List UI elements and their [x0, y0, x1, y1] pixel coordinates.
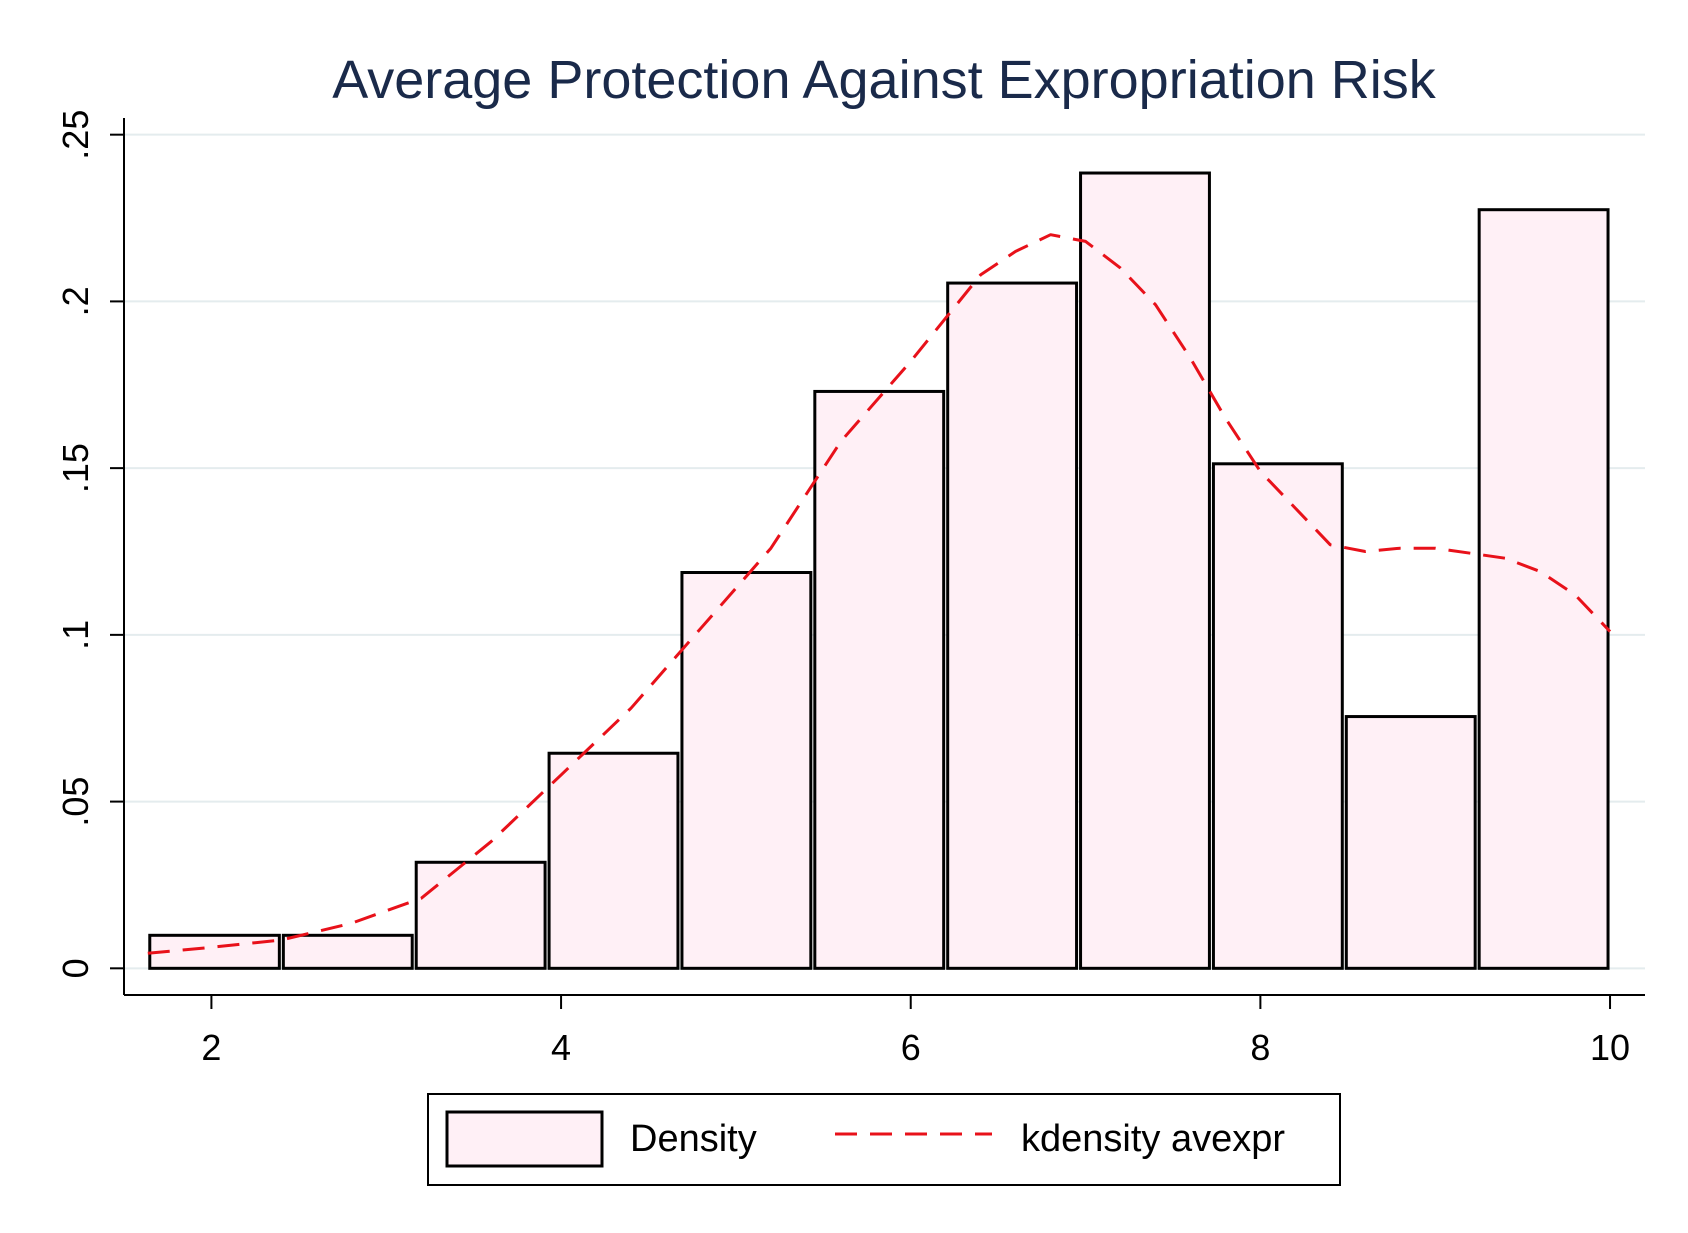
y-tick-label: .05: [55, 777, 96, 827]
x-tick-label: 6: [901, 1027, 921, 1068]
histogram-bar: [1477, 208, 1610, 970]
histogram-bar: [547, 751, 680, 970]
x-tick-label: 8: [1250, 1027, 1270, 1068]
histogram-bar: [1079, 171, 1211, 970]
axes-layer: 0 .05 .1 .15 .2 .25 2 4 6 8 10: [55, 110, 1645, 1068]
y-tick-label: .25: [55, 110, 96, 160]
histogram-bar: [281, 933, 414, 970]
x-tick-label: 4: [551, 1027, 571, 1068]
kdensity-line: [147, 233, 1612, 955]
x-tick-label: 10: [1590, 1027, 1630, 1068]
legend-label-kdensity: kdensity avexpr: [1021, 1118, 1285, 1160]
histogram-bar: [680, 571, 813, 970]
line-layer: [147, 233, 1612, 955]
legend: Density kdensity avexpr: [427, 1093, 1341, 1186]
legend-swatch-density: [445, 1110, 604, 1168]
histogram-bar: [414, 860, 547, 970]
histogram-bar: [813, 389, 946, 970]
y-tick-label: .15: [55, 443, 96, 493]
bars-layer: [148, 171, 1610, 970]
y-tick-label: 0: [55, 958, 96, 978]
histogram-bar: [946, 281, 1079, 970]
y-tick-label: .2: [55, 286, 96, 316]
histogram-bar: [1344, 715, 1477, 970]
x-tick-label: 2: [201, 1027, 221, 1068]
legend-label-density: Density: [630, 1118, 757, 1160]
y-tick-label: .1: [55, 620, 96, 650]
chart-title: Average Protection Against Expropriation…: [332, 50, 1437, 110]
histogram-bar: [148, 933, 281, 970]
histogram-bar: [1211, 462, 1344, 970]
